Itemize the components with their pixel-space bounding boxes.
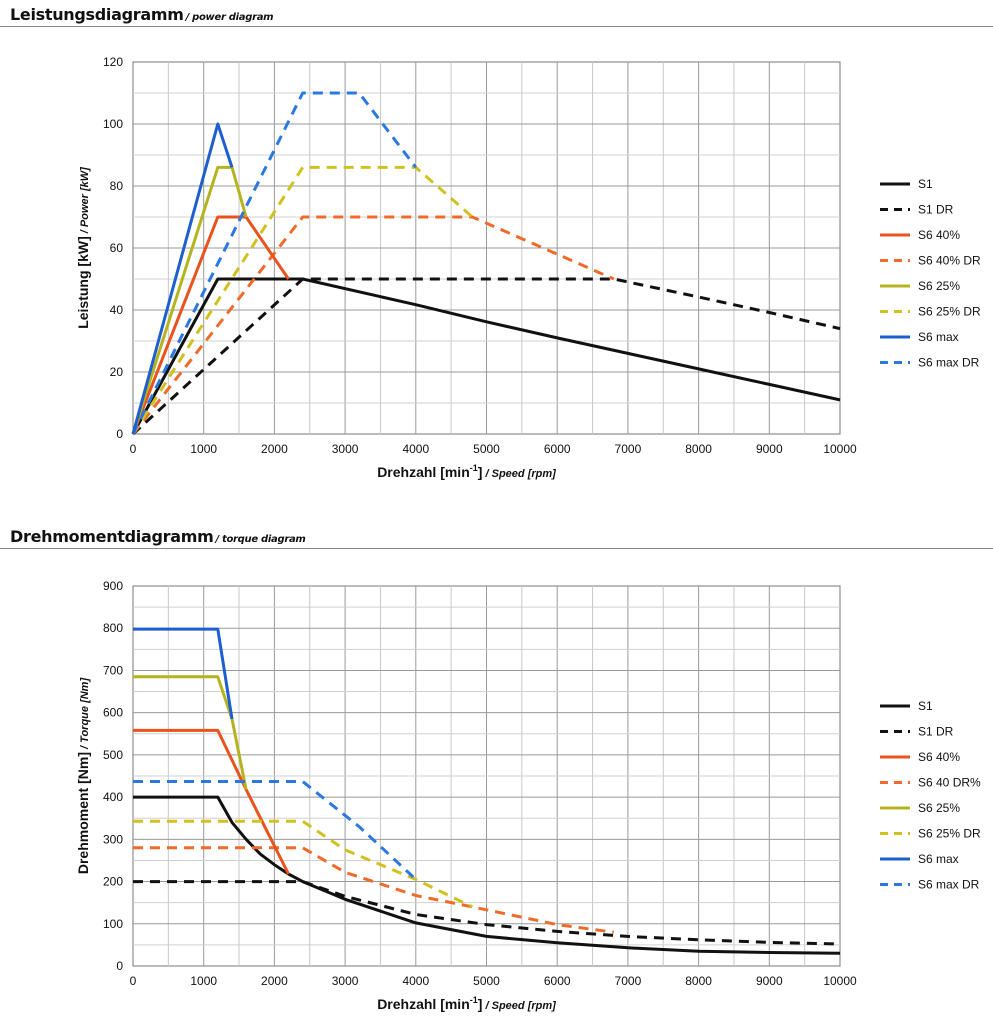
- legend-label: S1: [918, 177, 933, 191]
- y-tick-label: 0: [116, 959, 123, 973]
- series-line-s1-dr: [131, 277, 841, 436]
- torque-chart: 0 1000 2000 3000 4000 5000 6000 7000 8000 9000 100…: [75, 579, 981, 1012]
- torque-subtitle: / torque diagram: [215, 534, 306, 545]
- x-tick-label: 6000: [544, 442, 571, 456]
- torque-title: Drehmomentdiagramm: [10, 527, 214, 546]
- y-tick-label: 60: [110, 241, 124, 255]
- series-line-s6-40-dr: [131, 215, 615, 435]
- torque-title-rule: [0, 548, 993, 549]
- y-tick-label: 400: [103, 790, 123, 804]
- x-tick-label: 8000: [685, 442, 712, 456]
- x-tick-label: 9000: [756, 442, 783, 456]
- x-tick-label: 3000: [332, 974, 359, 988]
- series-line-s6-max: [133, 627, 234, 720]
- x-tick-label: 3000: [332, 442, 359, 456]
- legend-label: S1 DR: [918, 725, 954, 739]
- x-tick-label: 9000: [756, 974, 783, 988]
- legend-label: S1: [918, 699, 933, 713]
- legend-label: S6 max: [918, 330, 959, 344]
- series-line-s6-25-dr: [131, 165, 474, 435]
- x-tick-label: 2000: [261, 974, 288, 988]
- legend-label: S6 40%: [918, 750, 960, 764]
- series-line-s6-40-: [131, 215, 290, 435]
- series-line-s6-40-: [133, 728, 290, 875]
- x-tick-label: 7000: [615, 974, 642, 988]
- x-tick-label: 2000: [261, 442, 288, 456]
- x-tick-label: 7000: [615, 442, 642, 456]
- series-line-s6-max-dr: [133, 780, 417, 881]
- y-tick-label: 40: [110, 303, 124, 317]
- legend-label: S6 max DR: [918, 878, 980, 892]
- y-axis-label: Leistung [kW] / Power [kW]: [75, 167, 91, 329]
- series-line-s6-25-: [133, 675, 248, 790]
- x-tick-label: 4000: [402, 442, 429, 456]
- torque-section-title: Drehmomentdiagramm / torque diagram: [10, 527, 306, 546]
- legend-label: S6 25%: [918, 279, 960, 293]
- y-tick-label: 80: [110, 179, 124, 193]
- power-section-title: Leistungsdiagramm / power diagram: [10, 5, 274, 24]
- y-tick-label: 600: [103, 706, 123, 720]
- y-tick-label: 200: [103, 875, 123, 889]
- y-tick-label: 120: [103, 55, 123, 69]
- y-tick-label: 100: [103, 917, 123, 931]
- x-axis-label: Drehzahl [min-1] / Speed [rpm]: [377, 995, 556, 1012]
- x-axis-label: Drehzahl [min-1] / Speed [rpm]: [377, 463, 556, 480]
- x-tick-label: 4000: [402, 974, 429, 988]
- series-line-s6-25-: [131, 165, 248, 435]
- x-tick-label: 0: [130, 442, 137, 456]
- legend-label: S6 40% DR: [918, 254, 981, 268]
- y-tick-label: 300: [103, 832, 123, 846]
- x-tick-label: 6000: [544, 974, 571, 988]
- series-line-s1: [133, 795, 841, 955]
- y-tick-label: 0: [116, 427, 123, 441]
- power-title: Leistungsdiagramm: [10, 5, 184, 24]
- legend-label: S6 max DR: [918, 356, 980, 370]
- y-tick-label: 900: [103, 579, 123, 593]
- x-tick-label: 0: [130, 974, 137, 988]
- legend-label: S6 40 DR%: [918, 776, 981, 790]
- series-line-s6-max: [131, 122, 234, 435]
- x-tick-label: 10000: [823, 442, 857, 456]
- y-tick-label: 20: [110, 365, 124, 379]
- x-tick-label: 8000: [685, 974, 712, 988]
- legend-label: S6 25% DR: [918, 305, 981, 319]
- y-tick-label: 700: [103, 663, 123, 677]
- x-tick-label: 5000: [473, 442, 500, 456]
- series-line-s1: [131, 277, 841, 435]
- legend-label: S6 25% DR: [918, 827, 981, 841]
- x-tick-label: 1000: [190, 442, 217, 456]
- power-chart: 0 1000 2000 3000 4000 5000 6000 7000 8000 9000 100…: [75, 55, 981, 480]
- y-tick-label: 100: [103, 117, 123, 131]
- legend-label: S6 40%: [918, 228, 960, 242]
- legend-label: S1 DR: [918, 203, 954, 217]
- x-tick-label: 10000: [823, 974, 857, 988]
- power-title-rule: [0, 26, 993, 27]
- legend-label: S6 max: [918, 852, 959, 866]
- series-line-s6-max-dr: [131, 91, 417, 435]
- power-subtitle: / power diagram: [185, 12, 274, 23]
- x-tick-label: 1000: [190, 974, 217, 988]
- y-axis-label: Drehmoment [Nm] / Torque [Nm]: [75, 678, 91, 875]
- series-line-s6-40-dr-: [133, 846, 614, 934]
- y-tick-label: 800: [103, 621, 123, 635]
- y-tick-label: 500: [103, 748, 123, 762]
- x-tick-label: 5000: [473, 974, 500, 988]
- legend-label: S6 25%: [918, 801, 960, 815]
